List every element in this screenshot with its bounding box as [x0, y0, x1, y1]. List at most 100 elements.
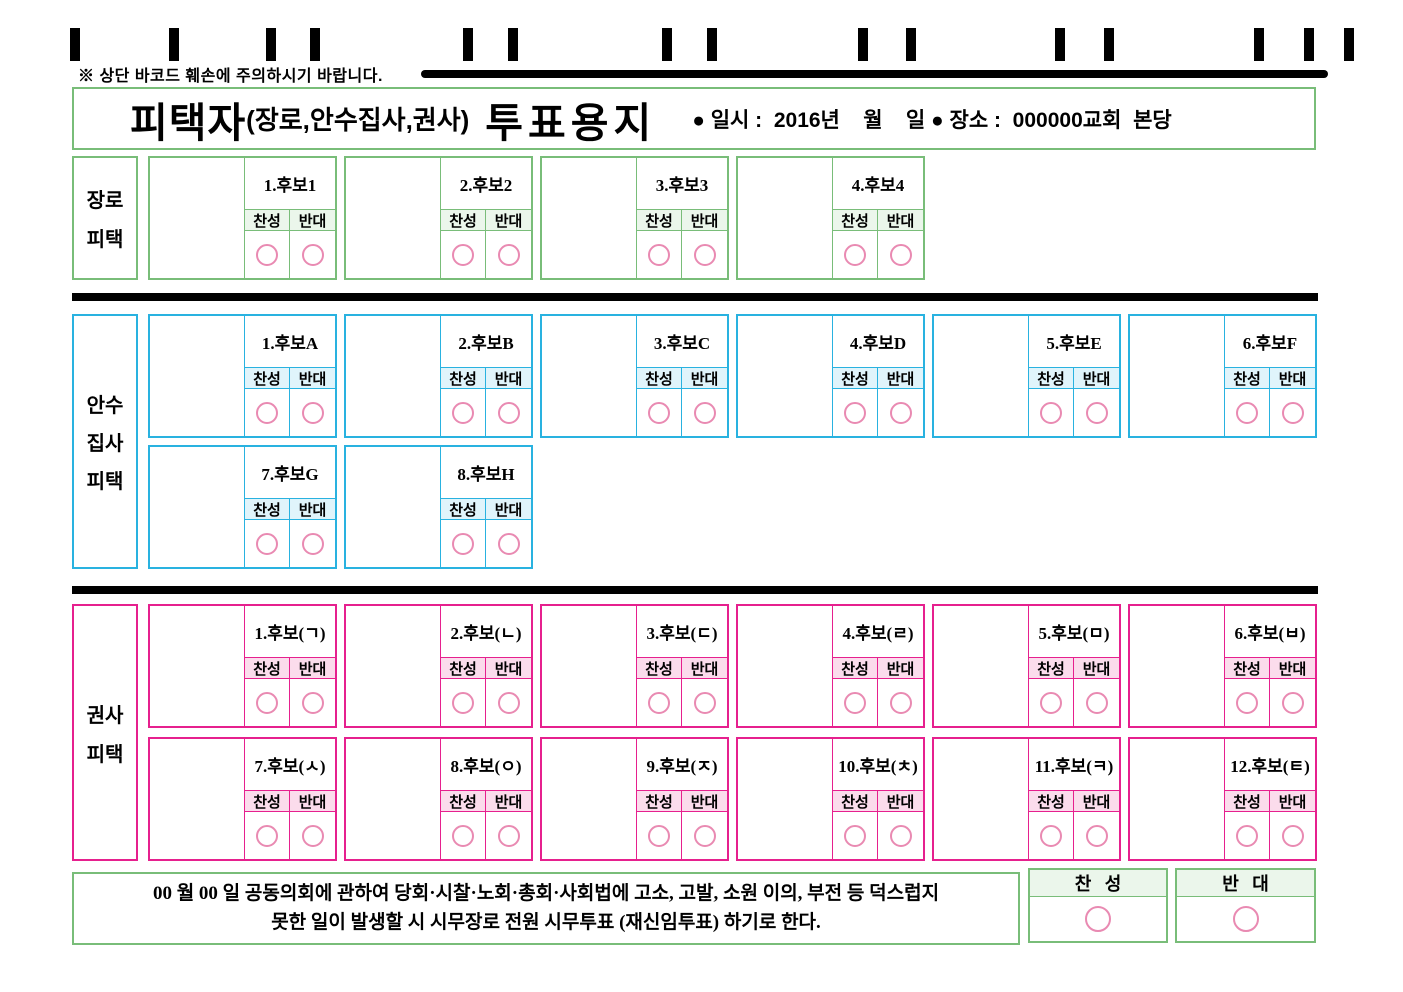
approve-circle[interactable]: [452, 824, 474, 847]
approve-circle[interactable]: [452, 532, 474, 555]
approve-circle[interactable]: [1236, 401, 1258, 424]
candidate-photo-area: [738, 158, 833, 278]
oppose-header: 반대: [290, 790, 335, 812]
approve-circle[interactable]: [844, 401, 866, 424]
candidate-block-kwonsa-9: 9.후보(ㅈ) 찬성 반대: [540, 737, 729, 861]
oppose-circle[interactable]: [497, 401, 520, 424]
approve-header: 찬성: [1029, 790, 1074, 812]
oppose-circle[interactable]: [693, 243, 716, 266]
oppose-circle[interactable]: [1232, 906, 1259, 932]
oppose-circle[interactable]: [889, 691, 912, 714]
candidate-block-kwonsa-5: 5.후보(ㅁ) 찬성 반대: [932, 604, 1121, 728]
approve-circle[interactable]: [1085, 906, 1111, 932]
approve-circle[interactable]: [648, 691, 670, 714]
candidate-photo-area: [542, 739, 637, 859]
oppose-cell: [486, 812, 531, 859]
oppose-circle[interactable]: [693, 824, 716, 847]
oppose-circle[interactable]: [693, 401, 716, 424]
approve-circle[interactable]: [648, 401, 670, 424]
candidate-photo-area: [1130, 606, 1225, 726]
approve-cell: [1029, 679, 1074, 726]
oppose-circle[interactable]: [301, 824, 324, 847]
approve-circle[interactable]: [1040, 401, 1062, 424]
candidate-photo-area: [346, 316, 441, 436]
oppose-circle[interactable]: [1085, 824, 1108, 847]
candidate-photo-area: [150, 739, 245, 859]
approve-header: 찬성: [441, 498, 486, 520]
oppose-circle[interactable]: [497, 532, 520, 555]
oppose-header: 반대: [878, 367, 923, 389]
approve-circle[interactable]: [844, 691, 866, 714]
approve-circle[interactable]: [256, 824, 278, 847]
approve-circle[interactable]: [1236, 691, 1258, 714]
candidate-block-deacon-4: 4.후보D 찬성 반대: [736, 314, 925, 438]
approve-circle[interactable]: [648, 824, 670, 847]
oppose-cell: [486, 389, 531, 436]
oppose-circle[interactable]: [1281, 691, 1304, 714]
oppose-circle[interactable]: [497, 824, 520, 847]
candidate-photo-area: [542, 316, 637, 436]
approve-cell: [833, 679, 878, 726]
approve-circle[interactable]: [452, 243, 474, 266]
barcode-mark: [169, 28, 179, 61]
approve-circle[interactable]: [452, 401, 474, 424]
barcode-mark: [508, 28, 518, 61]
candidate-block-kwonsa-6: 6.후보(ㅂ) 찬성 반대: [1128, 604, 1317, 728]
approve-circle[interactable]: [648, 243, 670, 266]
oppose-circle[interactable]: [497, 691, 520, 714]
approve-circle[interactable]: [256, 532, 278, 555]
oppose-circle[interactable]: [301, 401, 324, 424]
candidate-name: 7.후보G: [261, 465, 319, 484]
approve-cell: [833, 231, 878, 278]
oppose-header: 반대: [1270, 657, 1315, 679]
oppose-circle[interactable]: [497, 243, 520, 266]
notice-box: 00 월 00 일 공동의회에 관하여 당회·시찰·노회·총회·사회법에 고소,…: [72, 872, 1020, 945]
approve-circle[interactable]: [256, 243, 278, 266]
oppose-circle[interactable]: [889, 401, 912, 424]
oppose-cell: [1074, 812, 1119, 859]
oppose-cell: [878, 812, 923, 859]
oppose-circle[interactable]: [1281, 401, 1304, 424]
approve-circle[interactable]: [1236, 824, 1258, 847]
section-divider: [72, 293, 1318, 301]
oppose-cell: [878, 231, 923, 278]
oppose-header: 반대: [1270, 790, 1315, 812]
barcode-warning-text: ※ 상단 바코드 훼손에 주의하시기 바랍니다.: [78, 68, 383, 85]
oppose-cell: [290, 389, 335, 436]
section-label-line: 권사: [86, 704, 124, 727]
oppose-header: 반대: [486, 498, 531, 520]
candidate-photo-area: [150, 606, 245, 726]
approve-header: 찬성: [441, 657, 486, 679]
approve-header: 찬성: [441, 367, 486, 389]
oppose-circle[interactable]: [301, 532, 324, 555]
approve-circle[interactable]: [256, 691, 278, 714]
oppose-circle[interactable]: [693, 691, 716, 714]
approve-circle[interactable]: [1040, 824, 1062, 847]
candidate-photo-area: [542, 158, 637, 278]
candidate-name: 3.후보C: [653, 334, 711, 353]
approve-cell: [1029, 812, 1074, 859]
candidate-block-kwonsa-11: 11.후보(ㅋ) 찬성 반대: [932, 737, 1121, 861]
oppose-cell: [290, 520, 335, 567]
oppose-circle[interactable]: [1085, 691, 1108, 714]
approve-circle[interactable]: [844, 824, 866, 847]
barcode-mark: [707, 28, 717, 61]
oppose-circle[interactable]: [1085, 401, 1108, 424]
barcode-mark: [463, 28, 473, 61]
candidate-photo-area: [346, 158, 441, 278]
oppose-circle[interactable]: [301, 691, 324, 714]
oppose-circle[interactable]: [1281, 824, 1304, 847]
candidate-name: 2.후보2: [459, 176, 513, 195]
oppose-circle[interactable]: [889, 243, 912, 266]
approve-circle[interactable]: [844, 243, 866, 266]
approve-circle[interactable]: [256, 401, 278, 424]
approve-circle[interactable]: [1040, 691, 1062, 714]
approve-circle[interactable]: [452, 691, 474, 714]
oppose-circle[interactable]: [889, 824, 912, 847]
candidate-block-deacon-3: 3.후보C 찬성 반대: [540, 314, 729, 438]
title-paren: (장로,안수집사,권사): [246, 105, 470, 135]
approve-cell: [441, 389, 486, 436]
oppose-circle[interactable]: [301, 243, 324, 266]
candidate-photo-area: [934, 316, 1029, 436]
candidate-name: 5.후보(ㅁ): [1038, 624, 1110, 643]
